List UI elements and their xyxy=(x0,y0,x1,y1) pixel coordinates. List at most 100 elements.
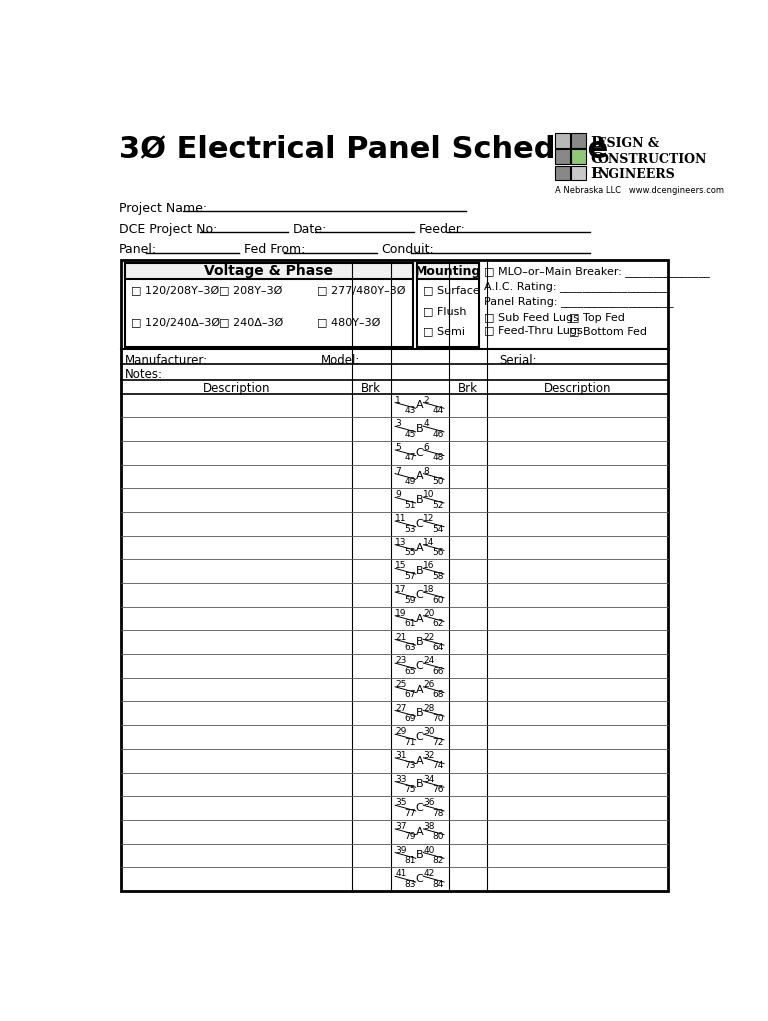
Text: □ Surface: □ Surface xyxy=(423,285,480,295)
Text: 32: 32 xyxy=(423,751,435,760)
Bar xyxy=(417,263,479,279)
Text: 10: 10 xyxy=(423,490,435,499)
Text: □ 120/208Y–3Ø: □ 120/208Y–3Ø xyxy=(131,285,219,295)
Text: 77: 77 xyxy=(404,809,415,818)
Text: 45: 45 xyxy=(404,430,415,439)
Text: 53: 53 xyxy=(404,525,415,534)
Bar xyxy=(554,134,570,148)
Text: A: A xyxy=(415,756,423,766)
Text: Feeder:: Feeder: xyxy=(419,223,465,236)
Text: A: A xyxy=(415,400,423,410)
Text: 79: 79 xyxy=(404,832,415,841)
Text: B: B xyxy=(415,495,423,505)
Text: Panel:: Panel: xyxy=(119,243,157,256)
Text: □ 240Δ–3Ø: □ 240Δ–3Ø xyxy=(219,318,283,328)
Text: 71: 71 xyxy=(404,738,415,746)
Bar xyxy=(571,134,586,148)
Text: 1: 1 xyxy=(396,396,401,404)
Text: 40: 40 xyxy=(423,845,435,855)
Text: 60: 60 xyxy=(432,595,444,604)
Text: 54: 54 xyxy=(432,525,444,534)
Text: □ Sub Feed Lugs: □ Sub Feed Lugs xyxy=(484,313,578,324)
Text: 28: 28 xyxy=(423,703,435,713)
Text: 57: 57 xyxy=(404,572,415,581)
Text: □ Top Fed: □ Top Fed xyxy=(569,313,624,324)
Text: □ 120/240Δ–3Ø: □ 120/240Δ–3Ø xyxy=(131,318,220,328)
Text: 30: 30 xyxy=(423,727,435,736)
Text: 31: 31 xyxy=(396,751,406,760)
Text: 72: 72 xyxy=(432,738,444,746)
Text: 74: 74 xyxy=(432,762,444,771)
Text: 75: 75 xyxy=(404,785,415,794)
Text: 78: 78 xyxy=(432,809,444,818)
Text: Date:: Date: xyxy=(293,223,327,236)
Text: 27: 27 xyxy=(396,703,406,713)
Text: 36: 36 xyxy=(423,798,435,808)
Text: 62: 62 xyxy=(432,620,444,628)
Text: 80: 80 xyxy=(432,832,444,841)
Text: 52: 52 xyxy=(432,501,444,509)
Text: A Nebraska LLC   www.dcengineers.com: A Nebraska LLC www.dcengineers.com xyxy=(554,186,723,195)
Text: B: B xyxy=(415,567,423,576)
Text: C: C xyxy=(415,448,423,457)
Bar xyxy=(124,263,413,279)
Text: □ Flush: □ Flush xyxy=(423,305,466,315)
Bar xyxy=(554,165,570,181)
Text: Serial:: Serial: xyxy=(499,353,537,367)
Text: 81: 81 xyxy=(404,857,415,865)
Text: Mounting: Mounting xyxy=(415,264,481,278)
Text: D: D xyxy=(591,137,604,150)
Text: 84: 84 xyxy=(432,880,444,889)
Text: 67: 67 xyxy=(404,690,415,699)
Text: 23: 23 xyxy=(396,657,406,666)
Text: A: A xyxy=(415,614,423,624)
Text: 82: 82 xyxy=(432,857,444,865)
Text: 5: 5 xyxy=(396,443,401,452)
Text: 70: 70 xyxy=(432,714,444,723)
Text: 18: 18 xyxy=(423,585,435,594)
Text: 26: 26 xyxy=(423,680,435,689)
Text: 63: 63 xyxy=(404,643,415,652)
Text: Voltage & Phase: Voltage & Phase xyxy=(204,264,333,278)
Text: 58: 58 xyxy=(432,572,444,581)
Text: 20: 20 xyxy=(423,609,435,618)
Text: 43: 43 xyxy=(404,406,415,416)
Text: 35: 35 xyxy=(396,798,406,808)
Text: A: A xyxy=(415,685,423,694)
Text: Description: Description xyxy=(203,382,270,395)
Text: 34: 34 xyxy=(423,775,435,784)
Text: □ 277/480Y–3Ø: □ 277/480Y–3Ø xyxy=(317,285,406,295)
Text: 69: 69 xyxy=(404,714,415,723)
Text: □ 208Y–3Ø: □ 208Y–3Ø xyxy=(219,285,283,295)
Bar xyxy=(554,149,570,164)
Text: 4: 4 xyxy=(423,420,429,429)
Text: C: C xyxy=(415,874,423,884)
Text: C: C xyxy=(415,590,423,600)
Text: 51: 51 xyxy=(404,501,415,509)
Bar xyxy=(571,149,586,164)
Text: B: B xyxy=(415,709,423,719)
Text: □ MLO–or–Main Breaker: _______________: □ MLO–or–Main Breaker: _______________ xyxy=(484,265,710,277)
Text: 64: 64 xyxy=(432,643,444,652)
Text: DCE Project No:: DCE Project No: xyxy=(119,223,217,236)
Text: 3Ø Electrical Panel Schedule: 3Ø Electrical Panel Schedule xyxy=(119,134,608,163)
Text: 37: 37 xyxy=(396,822,406,831)
Text: ESIGN &: ESIGN & xyxy=(598,137,660,150)
Text: C: C xyxy=(415,519,423,529)
Text: 14: 14 xyxy=(423,538,435,547)
Text: Fed From:: Fed From: xyxy=(244,243,306,256)
Text: C: C xyxy=(415,732,423,742)
Text: 15: 15 xyxy=(396,562,406,571)
Text: 83: 83 xyxy=(404,880,415,889)
Text: Conduit:: Conduit: xyxy=(381,243,434,256)
Text: 66: 66 xyxy=(432,667,444,676)
Text: 6: 6 xyxy=(423,443,429,452)
Text: □ Semi: □ Semi xyxy=(423,327,465,337)
Text: 8: 8 xyxy=(423,467,429,476)
Text: 65: 65 xyxy=(404,667,415,676)
Text: □ Feed-Thru Lugs: □ Feed-Thru Lugs xyxy=(484,326,582,336)
Text: 59: 59 xyxy=(404,595,415,604)
Text: Panel Rating: ____________________: Panel Rating: ____________________ xyxy=(484,296,673,307)
Text: 29: 29 xyxy=(396,727,406,736)
Text: Notes:: Notes: xyxy=(124,369,163,381)
